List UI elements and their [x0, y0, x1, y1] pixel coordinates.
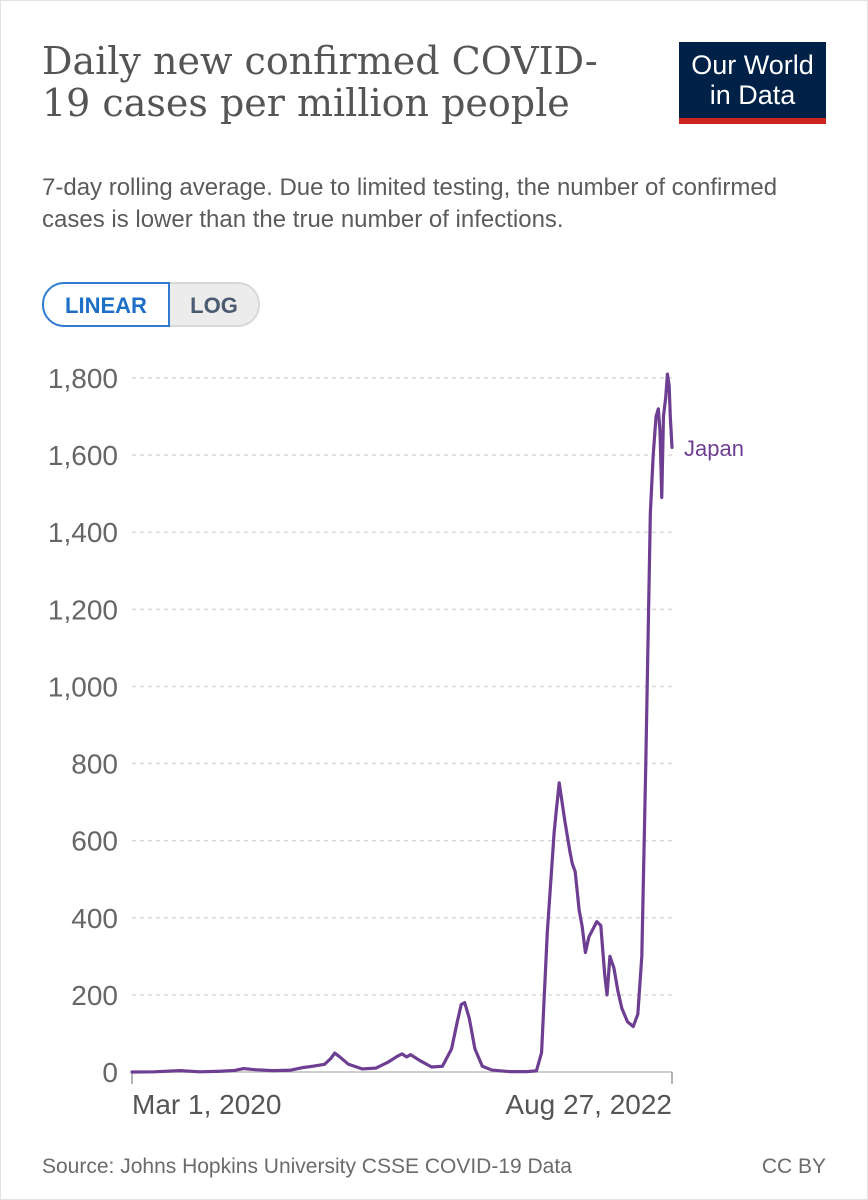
y-tick-label: 400: [71, 903, 118, 934]
license-link[interactable]: CC BY: [761, 1155, 826, 1178]
linear-scale-button[interactable]: LINEAR: [42, 282, 170, 327]
logo-line-2: in Data: [709, 80, 796, 110]
y-tick-label: 200: [71, 980, 118, 1011]
y-tick-label: 800: [71, 749, 118, 780]
x-tick-label: Mar 1, 2020: [132, 1089, 281, 1120]
y-tick-label: 1,800: [48, 363, 118, 394]
x-tick-label: Aug 27, 2022: [505, 1089, 672, 1120]
series-line-japan: [130, 372, 674, 1074]
chart-title: Daily new confirmed COVID-19 cases per m…: [42, 39, 598, 125]
source-note[interactable]: Source: Johns Hopkins University CSSE CO…: [42, 1155, 572, 1178]
chart-subtitle: 7-day rolling average. Due to limited te…: [42, 174, 778, 233]
owid-logo[interactable]: Our World in Data: [679, 42, 826, 124]
y-tick-label: 1,000: [48, 671, 118, 702]
series-label: Japan: [684, 436, 744, 461]
y-tick-label: 1,200: [48, 594, 118, 625]
line-chart: 0 200 400 600 800 1,000 1,200 1,400 1,600 1,800 Ma…: [48, 363, 744, 1120]
logo-accent-bar: [679, 118, 826, 124]
y-tick-label: 0: [102, 1057, 118, 1088]
log-scale-button[interactable]: LOG: [170, 282, 260, 327]
y-tick-label: 1,600: [48, 440, 118, 471]
y-tick-label: 600: [71, 826, 118, 857]
scale-toggle: LINEAR LOG: [42, 282, 260, 327]
y-tick-label: 1,400: [48, 517, 118, 548]
logo-line-1: Our World: [691, 50, 814, 80]
